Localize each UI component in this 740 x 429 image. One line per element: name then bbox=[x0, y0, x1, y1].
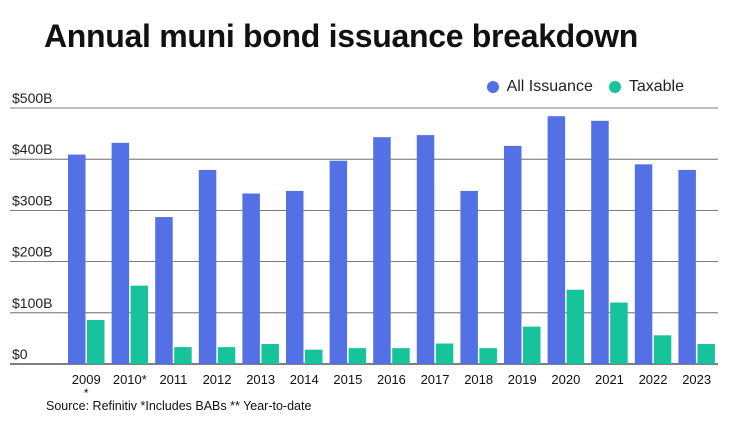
bar-taxable bbox=[305, 349, 323, 364]
bar-taxable bbox=[87, 319, 105, 364]
bar-all-issuance bbox=[155, 217, 173, 364]
legend-item-taxable: Taxable bbox=[608, 78, 684, 96]
bar-all-issuance bbox=[329, 160, 348, 364]
y-tick-label: $500B bbox=[12, 90, 52, 106]
x-tick-label: 2012 bbox=[203, 372, 232, 387]
bar-all-issuance bbox=[460, 190, 478, 364]
bar-all-issuance bbox=[504, 145, 522, 364]
legend-label-all-issuance: All Issuance bbox=[506, 78, 593, 95]
bar-taxable bbox=[566, 289, 585, 364]
bar-taxable bbox=[130, 285, 149, 364]
bar-all-issuance bbox=[68, 154, 86, 364]
x-tick-label: 2020 bbox=[551, 372, 580, 387]
bar-taxable bbox=[261, 344, 279, 364]
bar-taxable bbox=[610, 302, 628, 364]
x-tick-label: 2022 bbox=[639, 372, 668, 387]
y-tick-label: $400B bbox=[12, 141, 52, 157]
bar-all-issuance bbox=[373, 137, 391, 364]
x-tick-label: 2015 bbox=[333, 372, 362, 387]
y-tick-label: $100B bbox=[12, 295, 52, 311]
bar-all-issuance bbox=[634, 164, 653, 364]
x-tick-label: 2018 bbox=[464, 372, 493, 387]
bar-all-issuance bbox=[111, 142, 130, 364]
x-tick-label: 2017 bbox=[421, 372, 450, 387]
bar-taxable bbox=[697, 344, 715, 364]
legend-label-taxable: Taxable bbox=[628, 78, 684, 95]
x-tick-label: 2009 bbox=[72, 372, 101, 387]
x-tick-label: 2011 bbox=[159, 372, 187, 387]
x-tick-label: 2010* bbox=[113, 372, 147, 387]
legend-item-all-issuance: All Issuance bbox=[486, 78, 593, 96]
y-tick-label: $0 bbox=[12, 346, 28, 362]
bar-all-issuance bbox=[678, 169, 696, 364]
bar-all-issuance bbox=[242, 193, 260, 364]
legend: All Issuance Taxable bbox=[486, 78, 684, 96]
bar-taxable bbox=[217, 347, 236, 364]
y-tick-label: $200B bbox=[12, 244, 52, 260]
source-note: Source: Refinitiv *Includes BABs ** Year… bbox=[46, 399, 312, 413]
bar-all-issuance bbox=[547, 116, 566, 364]
bar-all-issuance bbox=[198, 169, 217, 364]
x-tick-label: 2019 bbox=[508, 372, 537, 387]
bar-taxable bbox=[392, 348, 410, 364]
x-tick-label: 2014 bbox=[290, 372, 319, 387]
x-tick-note: * bbox=[84, 386, 89, 400]
bar-all-issuance bbox=[591, 120, 609, 364]
legend-swatch-all-issuance bbox=[486, 81, 499, 93]
x-tick-label: 2023 bbox=[682, 372, 711, 387]
bar-all-issuance bbox=[286, 190, 304, 364]
x-tick-label: 2016 bbox=[377, 372, 406, 387]
chart-title: Annual muni bond issuance breakdown bbox=[44, 18, 639, 54]
bar-taxable bbox=[435, 343, 454, 364]
bar-taxable bbox=[523, 326, 541, 364]
y-tick-label: $300B bbox=[12, 192, 52, 208]
bar-taxable bbox=[653, 335, 672, 364]
bar-taxable bbox=[348, 348, 367, 364]
legend-swatch-taxable bbox=[608, 81, 621, 93]
bar-taxable bbox=[174, 347, 192, 364]
x-tick-label: 2021 bbox=[595, 372, 624, 387]
bar-all-issuance bbox=[416, 135, 435, 364]
x-tick-label: 2013 bbox=[246, 372, 275, 387]
bar-taxable bbox=[479, 348, 497, 364]
